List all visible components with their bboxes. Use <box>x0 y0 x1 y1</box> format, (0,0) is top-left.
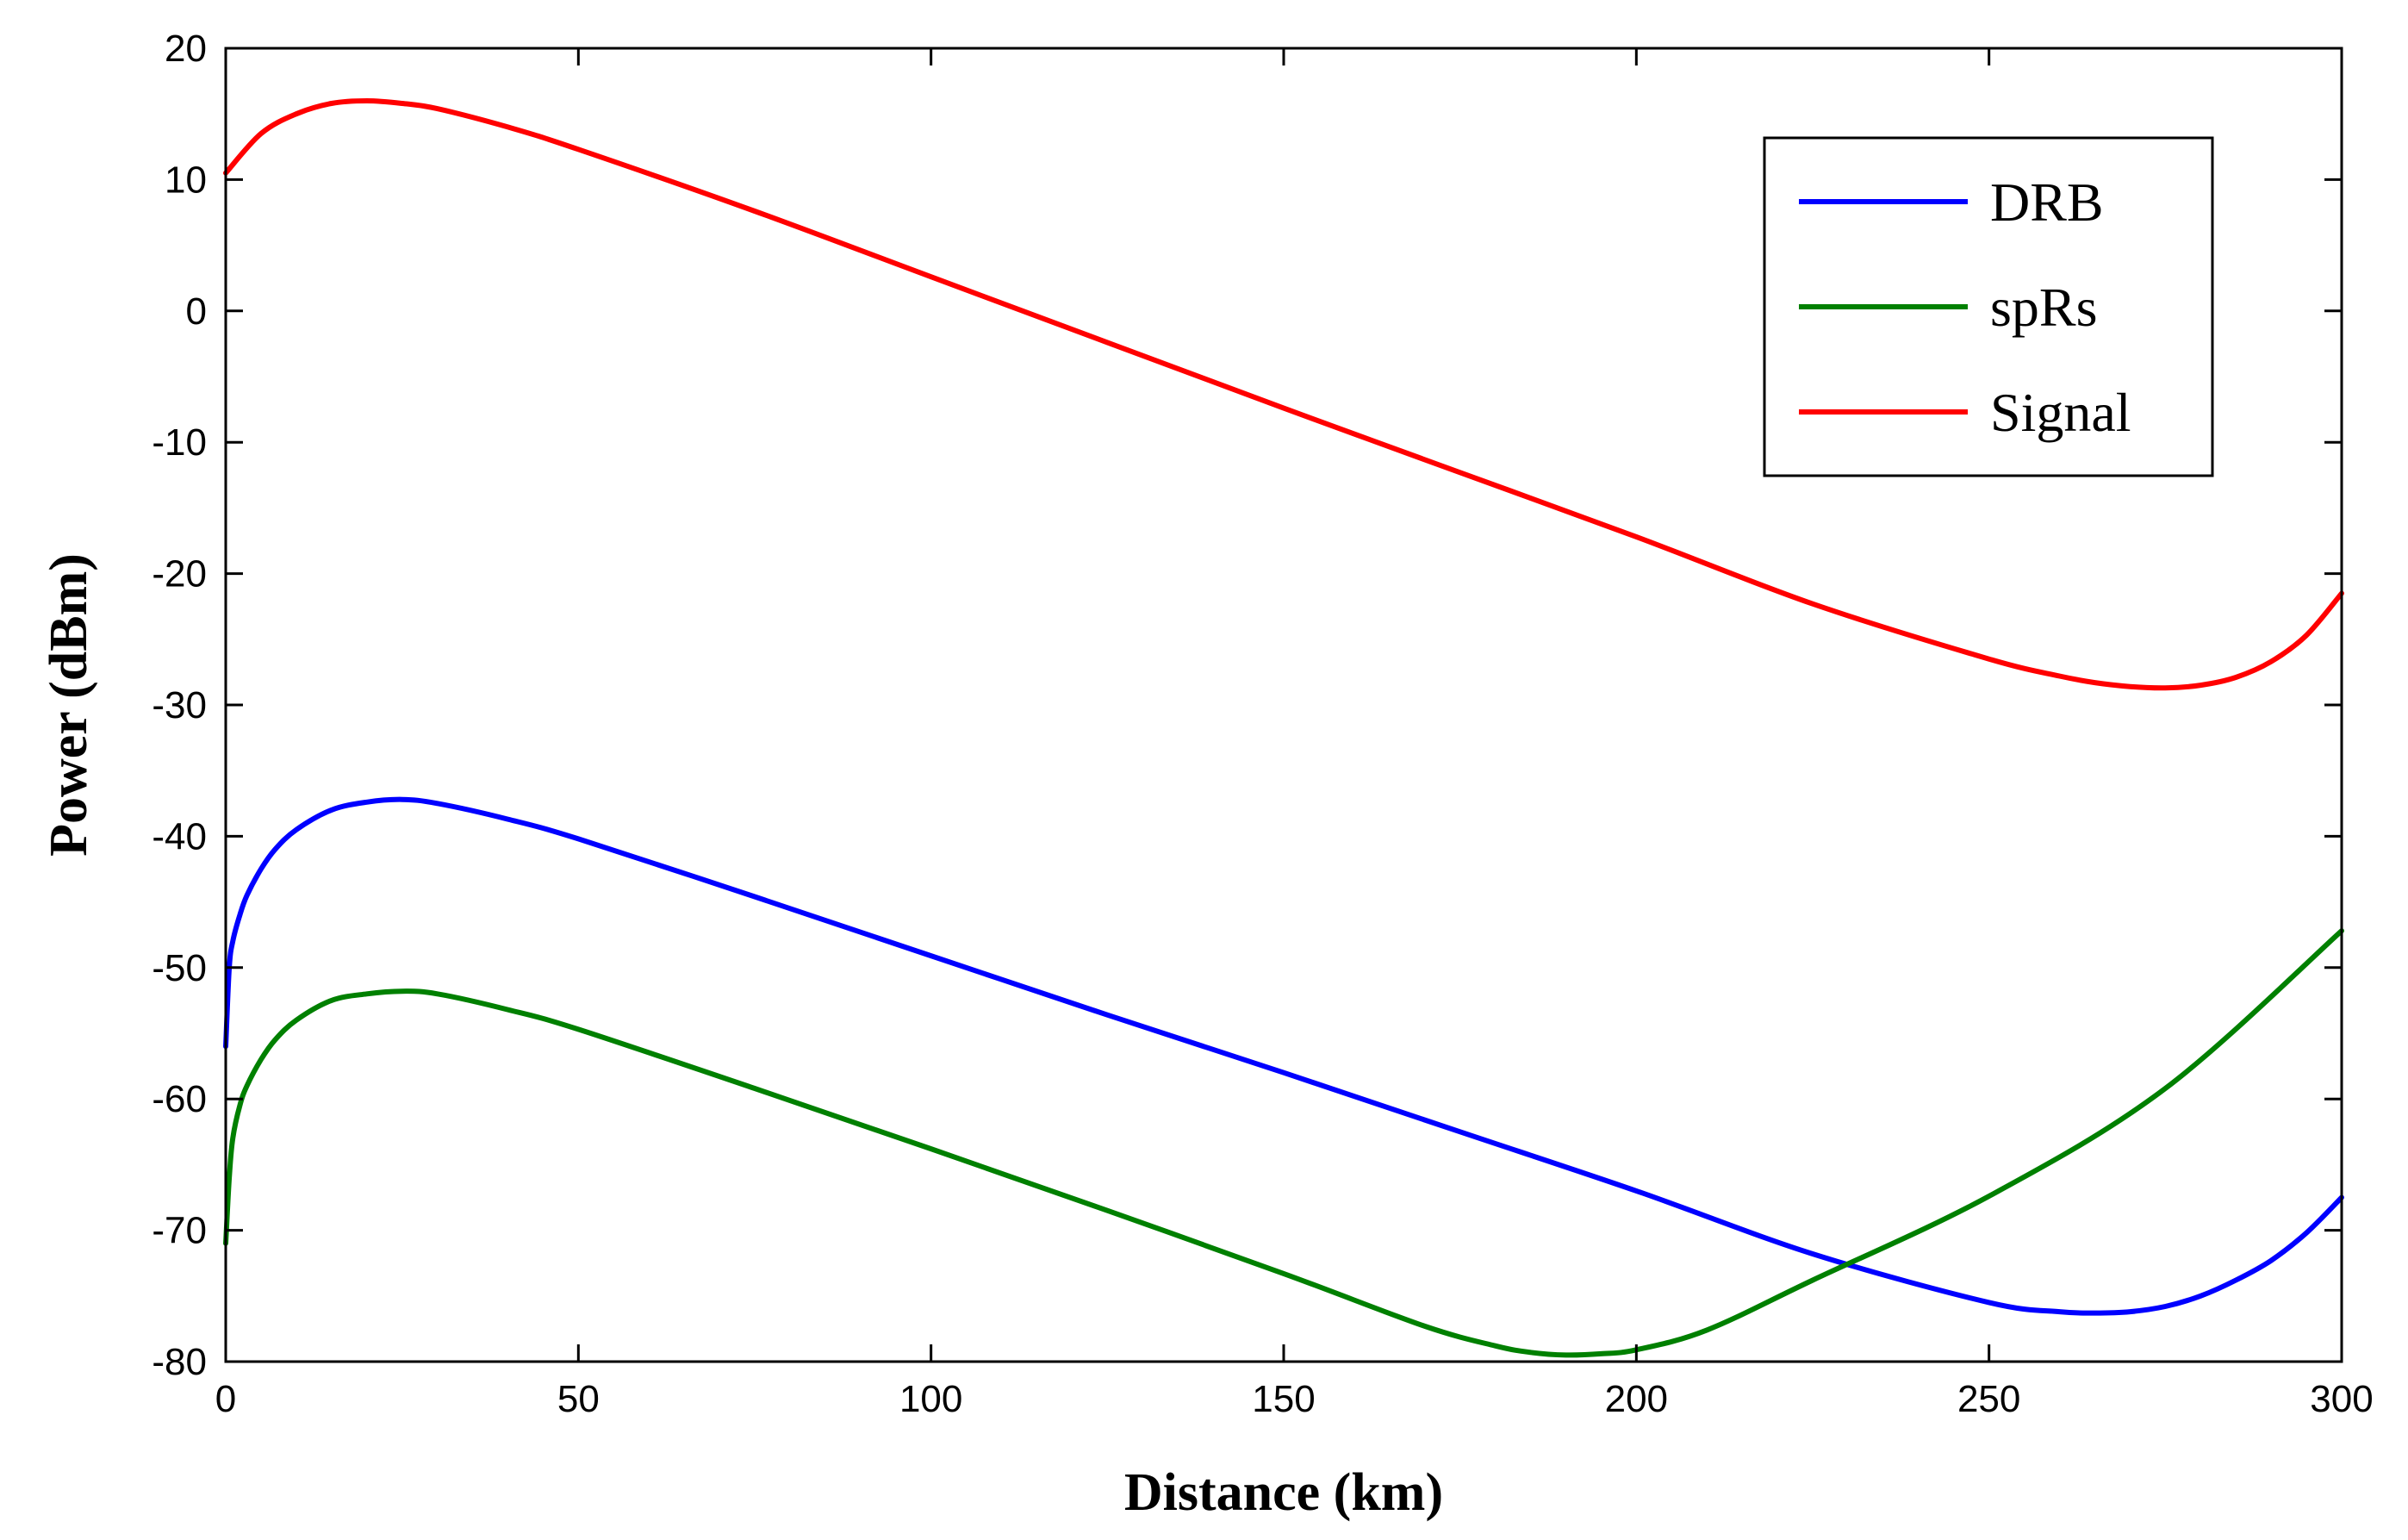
series-line-drb <box>223 796 2344 1316</box>
x-tick-label: 150 <box>1252 1378 1315 1420</box>
tick-labels: 0 50 100 150 200 250 30020100-10-20-30-40-50-6… <box>152 28 2373 1420</box>
y-tick-label: -30 <box>152 684 207 726</box>
y-tick-label: -50 <box>152 947 207 989</box>
y-tick-label: 10 <box>165 159 207 201</box>
y-tick-label: -70 <box>152 1210 207 1252</box>
x-tick-label: 50 <box>557 1378 600 1420</box>
x-tick-label: 200 <box>1605 1378 1668 1420</box>
legend-label-sprs: spRs <box>1990 277 2098 338</box>
plot-frame <box>224 47 2343 1363</box>
y-tick-label: -40 <box>152 815 207 857</box>
y-tick-label: -20 <box>152 553 207 595</box>
legend-label-drb: DRB <box>1990 171 2104 233</box>
y-tick-label: -80 <box>152 1341 207 1383</box>
legend-label-signal: Signal <box>1990 382 2131 443</box>
plot-lines <box>223 98 2344 1358</box>
y-tick-label: 0 <box>186 290 207 333</box>
y-tick-label: -10 <box>152 421 207 464</box>
y-tick-label: -60 <box>152 1078 207 1120</box>
x-tick-label: 300 <box>2310 1378 2373 1420</box>
x-tick-label: 0 <box>215 1378 236 1420</box>
series-line-sprs <box>223 928 2344 1358</box>
x-tick-label: 100 <box>899 1378 962 1420</box>
y-axis-label: Power (dBm) <box>40 553 98 857</box>
tick-marks <box>224 47 2343 1363</box>
legend: DRB spRs Signal <box>1763 136 2214 477</box>
y-tick-label: 20 <box>165 28 207 70</box>
x-axis-label: Distance (km) <box>1124 1463 1443 1522</box>
series-line-signal <box>223 98 2344 691</box>
x-tick-label: 250 <box>1957 1378 2020 1420</box>
